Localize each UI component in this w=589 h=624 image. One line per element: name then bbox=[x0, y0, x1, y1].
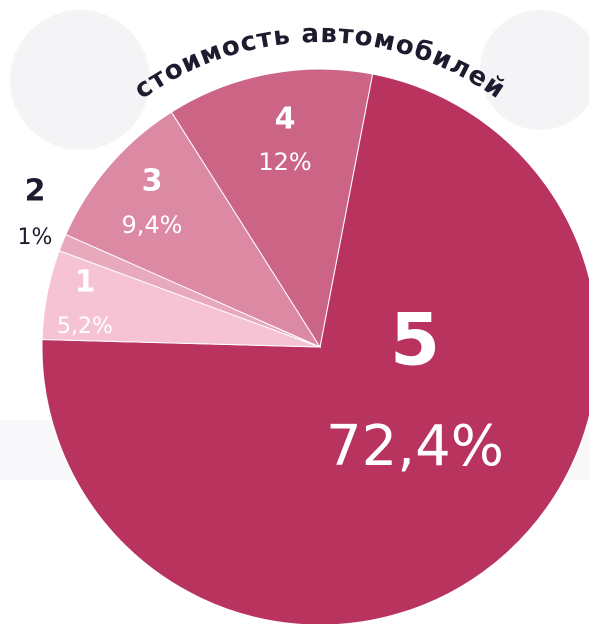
slice-category: 3 bbox=[142, 164, 163, 199]
slice-value-label: 5,2% bbox=[57, 314, 113, 339]
slice-category: 1 bbox=[75, 265, 96, 300]
slice-value-label: 12% bbox=[258, 148, 311, 176]
slice-category: 2 bbox=[25, 174, 46, 209]
pie-slice bbox=[41, 73, 589, 624]
pie bbox=[41, 68, 589, 624]
pie-slice bbox=[65, 111, 322, 349]
pie-slice bbox=[170, 68, 374, 349]
slice-category: 5 bbox=[390, 298, 440, 382]
slice-value-label: 1% bbox=[18, 225, 53, 250]
slice-category: 4 bbox=[275, 102, 296, 137]
slice-value-label: 72,4% bbox=[326, 414, 504, 479]
slice-value-label: 9,4% bbox=[122, 211, 183, 239]
